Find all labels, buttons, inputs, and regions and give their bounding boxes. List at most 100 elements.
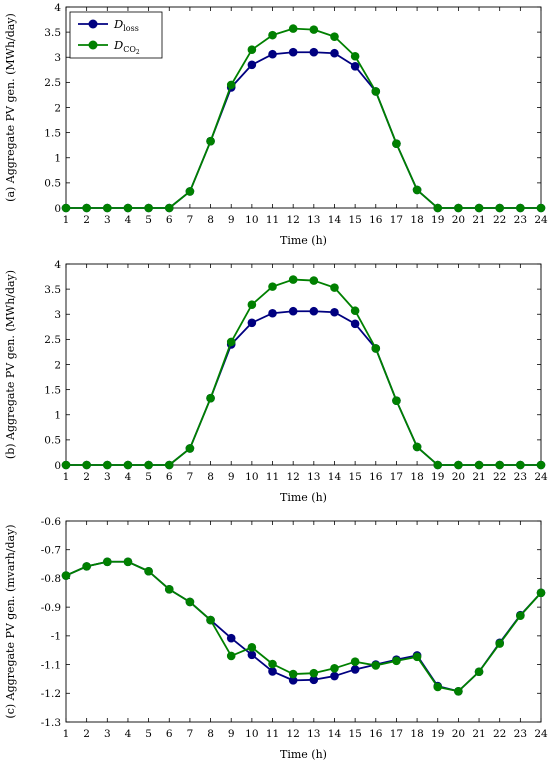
x-tick-label: 22 — [493, 214, 506, 226]
x-tick-label: 22 — [493, 471, 506, 483]
legend: Dloss DCO2 — [69, 11, 163, 59]
x-tick-label: 7 — [187, 728, 194, 740]
x-tick-label: 11 — [266, 214, 279, 226]
data-point-loss — [247, 60, 257, 70]
data-point-loss — [350, 319, 360, 329]
data-point-co2 — [392, 139, 401, 148]
x-tick-label: 17 — [390, 471, 403, 483]
data-point-co2 — [309, 25, 319, 34]
data-point-co2 — [288, 24, 298, 33]
y-tick-label: -0.9 — [41, 602, 61, 614]
x-axis-label: Time (h) — [280, 234, 327, 247]
data-point-co2 — [164, 203, 174, 213]
data-point-co2 — [412, 652, 422, 662]
x-tick-label: 16 — [369, 728, 383, 740]
series-line-loss — [66, 51, 541, 209]
data-point-loss — [350, 61, 360, 71]
x-tick-label: 24 — [534, 728, 548, 740]
x-tick-label: 23 — [514, 214, 527, 226]
data-point-co2 — [350, 306, 360, 316]
data-point-co2 — [103, 460, 112, 470]
data-point-co2 — [103, 203, 112, 213]
data-point-co2 — [474, 667, 484, 677]
x-tick-label: 24 — [534, 214, 548, 226]
x-axis-label: Time (h) — [280, 748, 327, 761]
x-tick-label: 1 — [63, 471, 70, 483]
data-point-loss — [268, 308, 277, 318]
data-point-loss — [226, 633, 236, 643]
y-tick-label: -1.3 — [41, 717, 61, 729]
x-tick-label: 5 — [145, 471, 152, 483]
x-tick-label: 6 — [166, 214, 173, 226]
y-tick-label: -1.1 — [41, 659, 61, 671]
data-point-co2 — [123, 203, 133, 213]
data-point-co2 — [433, 460, 443, 470]
data-point-co2 — [454, 460, 463, 470]
y-axis-label: (b) Aggregate PV gen. (MWh/day) — [4, 270, 17, 459]
y-tick-label: 0 — [54, 203, 61, 215]
data-point-co2 — [103, 557, 112, 567]
data-point-loss — [247, 650, 257, 660]
data-point-loss — [309, 47, 319, 57]
y-tick-label: 3 — [54, 52, 61, 64]
plot-frame — [65, 263, 542, 466]
x-tick-label: 24 — [534, 471, 548, 483]
y-tick-label: 0.5 — [44, 435, 61, 447]
y-axis-label: (c) Aggregate PV gen. (mvarh/day) — [4, 524, 17, 718]
data-point-co2 — [185, 597, 195, 607]
data-point-co2 — [392, 396, 401, 405]
data-point-co2 — [247, 643, 257, 652]
x-tick-label: 3 — [104, 214, 111, 226]
x-tick-label: 19 — [431, 471, 444, 483]
data-point-co2 — [309, 668, 319, 678]
data-point-co2 — [433, 682, 443, 692]
data-point-co2 — [61, 571, 71, 580]
series-line-co2 — [66, 278, 541, 466]
data-point-co2 — [288, 669, 298, 679]
data-point-co2 — [330, 32, 339, 41]
y-tick-label: 4 — [54, 259, 61, 271]
y-tick-label: 4 — [54, 2, 61, 14]
x-tick-label: 4 — [125, 471, 132, 483]
x-tick-label: 10 — [245, 214, 258, 226]
x-tick-label: 2 — [83, 214, 90, 226]
data-point-loss — [288, 676, 298, 685]
x-tick-label: 18 — [410, 728, 423, 740]
data-point-co2 — [309, 276, 319, 285]
x-tick-label: 16 — [369, 214, 383, 226]
data-point-loss — [309, 675, 319, 685]
x-tick-label: 6 — [166, 471, 173, 483]
panel-a: 1 2 3 4 5 6 7 8 9 10 11 12 13 14 15 16 17 18 19 20 21 22 23 240… — [4, 2, 548, 247]
y-tick-label: 1 — [54, 153, 61, 165]
x-tick-label: 10 — [245, 471, 258, 483]
y-tick-label: -1.2 — [41, 688, 61, 700]
data-point-co2 — [247, 45, 257, 55]
x-tick-label: 11 — [266, 471, 279, 483]
data-point-co2 — [61, 203, 71, 213]
data-point-co2 — [268, 282, 277, 291]
data-point-co2 — [516, 611, 525, 621]
data-point-co2 — [206, 393, 215, 403]
y-tick-label: -0.6 — [41, 516, 62, 528]
data-point-co2 — [433, 203, 443, 213]
data-point-co2 — [185, 444, 195, 453]
data-point-co2 — [82, 460, 91, 470]
x-tick-label: 15 — [348, 728, 361, 740]
x-tick-label: 14 — [328, 214, 342, 226]
x-tick-label: 4 — [125, 728, 132, 740]
x-tick-label: 18 — [410, 214, 423, 226]
x-tick-label: 12 — [286, 728, 299, 740]
x-tick-label: 11 — [266, 728, 279, 740]
data-point-co2 — [474, 460, 484, 470]
legend-box — [69, 11, 163, 59]
data-point-co2 — [247, 300, 257, 310]
data-point-co2 — [123, 460, 133, 470]
legend-marker-loss — [88, 19, 98, 29]
data-point-loss — [268, 667, 277, 676]
data-point-co2 — [144, 460, 153, 470]
y-tick-label: 0 — [54, 460, 61, 472]
data-point-co2 — [164, 585, 174, 594]
data-point-co2 — [288, 275, 298, 284]
data-point-co2 — [144, 566, 153, 576]
data-point-co2 — [536, 460, 546, 470]
